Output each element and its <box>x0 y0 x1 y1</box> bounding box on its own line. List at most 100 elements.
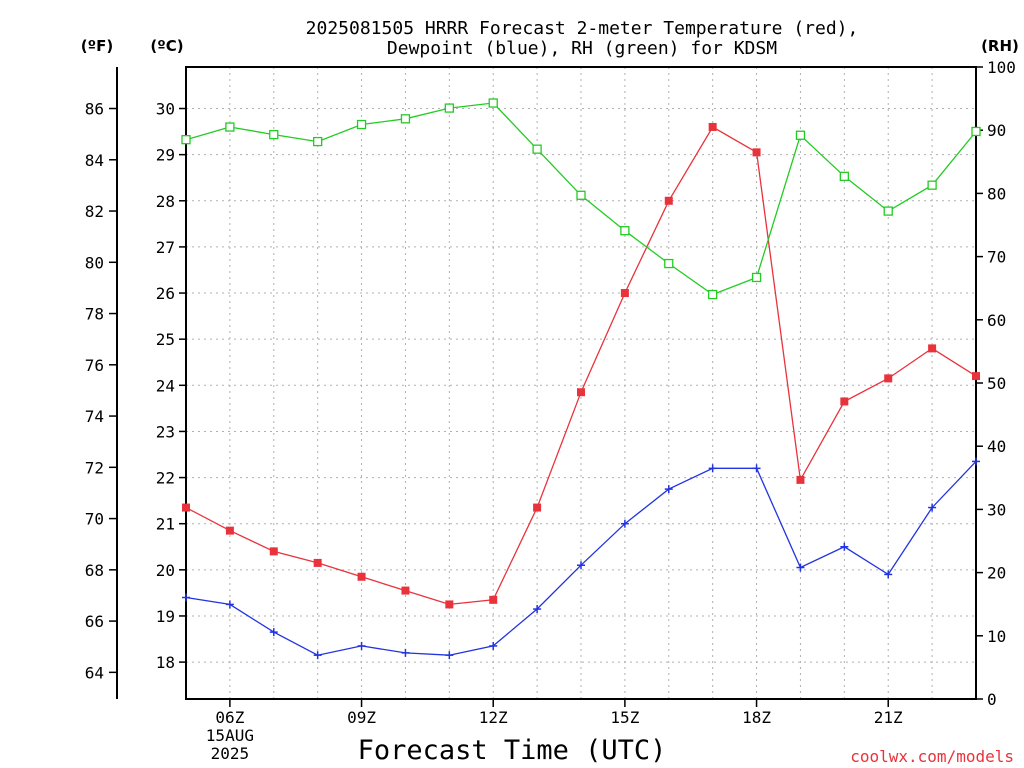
fahrenheit-tick-label: 68 <box>85 561 104 580</box>
fahrenheit-tick-label: 86 <box>85 100 104 119</box>
fahrenheit-tick-label: 76 <box>85 356 104 375</box>
celsius-tick-label: 19 <box>156 607 175 626</box>
rh-tick-label: 20 <box>987 564 1006 583</box>
rh-tick-label: 10 <box>987 627 1006 646</box>
celsius-tick-label: 22 <box>156 469 175 488</box>
temperature-point <box>928 344 937 353</box>
temperature-point <box>620 289 629 298</box>
fahrenheit-tick-label: 66 <box>85 612 104 631</box>
plot-frame <box>185 66 977 700</box>
x-axis-label: Forecast Time (UTC) <box>358 735 667 766</box>
dewpoint-point <box>752 464 761 473</box>
temperature-point <box>708 122 717 131</box>
rh-tick-label: 50 <box>987 374 1006 393</box>
celsius-tick-label: 20 <box>156 561 175 580</box>
rh-point <box>488 98 498 108</box>
rh-point <box>576 190 586 200</box>
dewpoint-point <box>928 503 937 512</box>
dewpoint-point <box>708 464 717 473</box>
celsius-tick-label: 26 <box>156 284 175 303</box>
temperature-point <box>664 196 673 205</box>
celsius-tick-label: 25 <box>156 330 175 349</box>
rh-tick-label: 40 <box>987 437 1006 456</box>
rh-point <box>313 136 323 147</box>
fahrenheit-tick-label: 70 <box>85 510 104 529</box>
x-date-label: 15AUG <box>206 726 254 745</box>
chart-title-line1: 2025081505 HRRR Forecast 2-meter Tempera… <box>306 18 859 39</box>
temperature-point <box>313 558 322 567</box>
dewpoint-point <box>182 593 190 602</box>
dewpoint-point <box>357 641 366 650</box>
temperature-point <box>182 503 190 512</box>
grid-lines <box>186 67 976 699</box>
dewpoint-point <box>533 605 542 614</box>
credit-link[interactable]: coolwx.com/models <box>850 747 1014 766</box>
dewpoint-point <box>884 570 893 579</box>
fahrenheit-unit-label: (ºF) <box>81 37 113 55</box>
temperature-point <box>357 572 366 581</box>
temperature-point <box>445 600 454 609</box>
x-tick-label: 06Z <box>215 708 244 727</box>
rh-point <box>444 103 454 113</box>
dewpoint-point <box>972 457 980 466</box>
x-year-label: 2025 <box>211 744 250 763</box>
temperature-point <box>269 547 278 556</box>
rh-tick-label: 30 <box>987 500 1006 519</box>
rh-point <box>269 129 279 140</box>
celsius-tick-label: 27 <box>156 238 175 257</box>
dewpoint-point <box>840 542 849 551</box>
rh-point <box>532 144 542 154</box>
celsius-tick-label: 24 <box>156 376 175 395</box>
rh-point <box>664 258 674 269</box>
x-tick-label: 09Z <box>347 708 376 727</box>
celsius-tick-label: 30 <box>156 100 175 119</box>
fahrenheit-tick-label: 72 <box>85 458 104 477</box>
dewpoint-point <box>401 648 410 657</box>
temperature-point <box>533 503 542 512</box>
celsius-tick-label: 21 <box>156 515 175 534</box>
temperature-point <box>884 374 893 383</box>
fahrenheit-tick-label: 82 <box>85 202 104 221</box>
temperature-point <box>489 595 498 604</box>
fahrenheit-tick-label: 78 <box>85 305 104 324</box>
temperature-point <box>401 586 410 595</box>
dewpoint-point <box>796 563 805 572</box>
celsius-tick-label: 23 <box>156 422 175 441</box>
rh-unit-label: (RH) <box>981 37 1019 55</box>
rh-tick-label: 60 <box>987 311 1006 330</box>
rh-point <box>883 206 893 216</box>
chart-title-line2: Dewpoint (blue), RH (green) for KDSM <box>387 38 777 59</box>
dewpoint-point <box>445 651 454 660</box>
x-tick-label: 21Z <box>874 708 903 727</box>
rh-tick-label: 80 <box>987 184 1006 203</box>
rh-point <box>181 135 191 145</box>
rh-point <box>927 180 937 190</box>
rh-tick-label: 90 <box>987 121 1006 140</box>
dewpoint-point <box>269 628 278 637</box>
x-tick-label: 15Z <box>610 708 639 727</box>
series-group <box>181 98 981 660</box>
rh-point <box>795 130 806 140</box>
rh-point <box>225 122 235 132</box>
rh-point <box>708 289 718 300</box>
celsius-tick-label: 28 <box>156 192 175 211</box>
rh-point <box>356 119 367 130</box>
dewpoint-point <box>664 485 673 494</box>
rh-point <box>971 126 981 137</box>
celsius-unit-label: (ºC) <box>150 37 183 55</box>
temperature-point <box>840 397 849 406</box>
x-tick-label: 18Z <box>742 708 771 727</box>
dewpoint-point <box>225 600 234 609</box>
rh-point <box>620 226 630 236</box>
x-tick-label: 12Z <box>479 708 508 727</box>
celsius-tick-label: 18 <box>156 653 175 672</box>
temperature-point <box>752 148 761 157</box>
temperature-point <box>796 475 805 484</box>
fahrenheit-tick-label: 74 <box>85 407 104 426</box>
celsius-tick-label: 29 <box>156 146 175 165</box>
rh-point <box>839 171 849 181</box>
dewpoint-point <box>577 561 585 570</box>
rh-point <box>400 114 411 124</box>
rh-point <box>751 272 762 283</box>
